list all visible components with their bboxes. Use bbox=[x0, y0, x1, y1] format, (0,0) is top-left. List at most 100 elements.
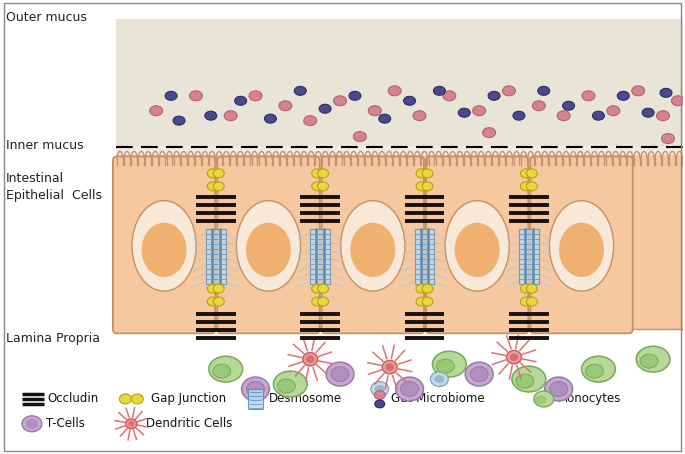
Ellipse shape bbox=[312, 284, 323, 293]
Bar bbox=[206, 229, 226, 284]
Ellipse shape bbox=[213, 182, 224, 191]
Bar bbox=[310, 229, 330, 284]
Ellipse shape bbox=[249, 91, 262, 101]
Ellipse shape bbox=[516, 374, 534, 388]
Ellipse shape bbox=[562, 101, 575, 110]
Ellipse shape bbox=[473, 106, 486, 116]
Ellipse shape bbox=[312, 169, 323, 178]
Bar bbox=[2, 329, 683, 419]
Ellipse shape bbox=[213, 297, 224, 306]
Ellipse shape bbox=[173, 116, 185, 125]
Ellipse shape bbox=[273, 371, 307, 397]
Ellipse shape bbox=[506, 350, 521, 364]
Ellipse shape bbox=[512, 366, 546, 392]
Text: Gut Microbiome: Gut Microbiome bbox=[390, 392, 484, 405]
Ellipse shape bbox=[510, 354, 518, 361]
Ellipse shape bbox=[549, 201, 614, 291]
Ellipse shape bbox=[434, 86, 445, 95]
Bar bbox=[116, 155, 683, 329]
Ellipse shape bbox=[416, 284, 427, 293]
Ellipse shape bbox=[488, 91, 500, 100]
FancyBboxPatch shape bbox=[113, 157, 215, 333]
Bar bbox=[247, 389, 264, 409]
Ellipse shape bbox=[119, 394, 132, 404]
Ellipse shape bbox=[526, 297, 537, 306]
Ellipse shape bbox=[306, 355, 314, 363]
Ellipse shape bbox=[213, 364, 231, 378]
Ellipse shape bbox=[277, 379, 295, 393]
Text: Dendritic Cells: Dendritic Cells bbox=[146, 417, 233, 430]
Ellipse shape bbox=[483, 128, 495, 138]
Ellipse shape bbox=[526, 182, 537, 191]
Ellipse shape bbox=[379, 114, 390, 123]
Ellipse shape bbox=[557, 111, 570, 121]
Ellipse shape bbox=[434, 375, 445, 383]
Ellipse shape bbox=[246, 223, 291, 277]
Ellipse shape bbox=[235, 96, 247, 105]
Ellipse shape bbox=[401, 381, 419, 396]
Ellipse shape bbox=[582, 356, 615, 382]
Ellipse shape bbox=[526, 169, 537, 178]
Ellipse shape bbox=[642, 108, 654, 117]
Ellipse shape bbox=[521, 297, 532, 306]
Ellipse shape bbox=[422, 182, 433, 191]
Ellipse shape bbox=[636, 346, 670, 372]
Ellipse shape bbox=[422, 169, 433, 178]
Ellipse shape bbox=[209, 356, 242, 382]
Text: T-Cells: T-Cells bbox=[46, 417, 85, 430]
Ellipse shape bbox=[470, 367, 488, 381]
Ellipse shape bbox=[340, 201, 405, 291]
Ellipse shape bbox=[208, 169, 219, 178]
Ellipse shape bbox=[205, 111, 216, 120]
Ellipse shape bbox=[443, 91, 456, 101]
Ellipse shape bbox=[374, 390, 385, 400]
Text: Monocytes: Monocytes bbox=[558, 392, 621, 405]
Ellipse shape bbox=[403, 96, 416, 105]
Ellipse shape bbox=[617, 91, 630, 100]
Ellipse shape bbox=[550, 381, 568, 396]
Ellipse shape bbox=[150, 106, 162, 116]
Text: Gap Junction: Gap Junction bbox=[151, 392, 226, 405]
Ellipse shape bbox=[331, 367, 349, 381]
Ellipse shape bbox=[318, 182, 329, 191]
Ellipse shape bbox=[224, 111, 237, 121]
Ellipse shape bbox=[142, 223, 186, 277]
Bar bbox=[519, 229, 539, 284]
FancyBboxPatch shape bbox=[426, 157, 528, 333]
Ellipse shape bbox=[396, 377, 423, 401]
Ellipse shape bbox=[126, 419, 137, 429]
Ellipse shape bbox=[26, 419, 38, 429]
Ellipse shape bbox=[445, 201, 509, 291]
Ellipse shape bbox=[318, 284, 329, 293]
Ellipse shape bbox=[465, 362, 493, 386]
Ellipse shape bbox=[382, 360, 397, 374]
Ellipse shape bbox=[371, 381, 388, 396]
Ellipse shape bbox=[586, 364, 603, 378]
Ellipse shape bbox=[312, 182, 323, 191]
Bar bbox=[414, 229, 434, 284]
Ellipse shape bbox=[656, 111, 669, 121]
Ellipse shape bbox=[190, 91, 202, 101]
Ellipse shape bbox=[559, 223, 604, 277]
Ellipse shape bbox=[632, 86, 645, 96]
Ellipse shape bbox=[455, 223, 499, 277]
Text: Lamina Propria: Lamina Propria bbox=[6, 332, 100, 345]
Ellipse shape bbox=[353, 132, 366, 142]
Ellipse shape bbox=[319, 104, 331, 113]
Ellipse shape bbox=[582, 91, 595, 101]
Ellipse shape bbox=[318, 297, 329, 306]
Bar bbox=[116, 19, 683, 145]
Ellipse shape bbox=[208, 284, 219, 293]
Ellipse shape bbox=[532, 101, 545, 111]
Ellipse shape bbox=[303, 116, 316, 126]
FancyBboxPatch shape bbox=[530, 157, 633, 333]
Ellipse shape bbox=[535, 395, 546, 405]
Ellipse shape bbox=[213, 169, 224, 178]
Ellipse shape bbox=[607, 106, 620, 116]
Ellipse shape bbox=[388, 86, 401, 96]
Ellipse shape bbox=[458, 108, 470, 117]
Ellipse shape bbox=[416, 182, 427, 191]
Ellipse shape bbox=[279, 101, 292, 111]
Ellipse shape bbox=[545, 377, 573, 401]
Ellipse shape bbox=[312, 297, 323, 306]
